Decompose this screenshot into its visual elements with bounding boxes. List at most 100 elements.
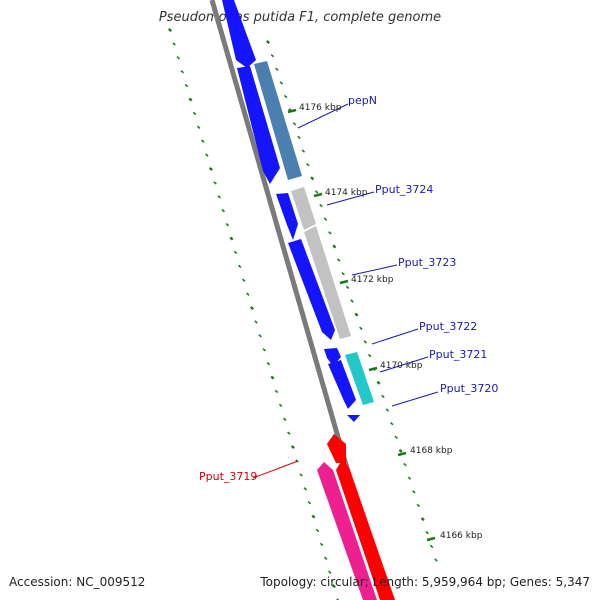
tick-dot — [350, 299, 354, 303]
gene-pput-3724[interactable] — [291, 187, 316, 230]
tick-mark — [313, 192, 323, 198]
leader-line-pput-3721 — [379, 356, 429, 373]
gene-label-pput-3721[interactable]: Pput_3721 — [429, 348, 487, 361]
tick-dot — [328, 570, 332, 574]
tick-dot — [394, 435, 398, 440]
genome-summary-label: Topology: circular; Length: 5,959,964 bp… — [260, 575, 590, 589]
gene-label-pput-3719[interactable]: Pput_3719 — [199, 470, 257, 483]
reverse-strand-cds — [327, 434, 395, 600]
tick-dot — [287, 431, 291, 435]
tick-mark — [287, 108, 297, 114]
gene-label-pput-3722[interactable]: Pput_3722 — [419, 320, 477, 333]
tick-dot — [412, 490, 416, 494]
tick-dot — [180, 70, 185, 74]
tick-dot — [229, 236, 234, 241]
tick-dot — [188, 97, 193, 102]
tick-mark — [426, 536, 436, 542]
tick-dot — [297, 135, 301, 140]
tick-dot — [425, 531, 429, 535]
tick-dot — [345, 285, 350, 290]
accession-label: Accession: NC_009512 — [9, 575, 146, 589]
leader-line-pput-3723 — [351, 264, 398, 276]
tick-dot — [385, 408, 390, 412]
tick-label: 4172 kbp — [351, 275, 394, 285]
tick-mark — [368, 366, 378, 372]
tick-dot — [262, 348, 266, 352]
tick-dot — [279, 81, 284, 85]
gene-label-leaders — [252, 103, 439, 479]
tick-dot — [290, 445, 295, 450]
gene-label-pput-3720[interactable]: Pput_3720 — [440, 382, 498, 395]
tick-dot — [270, 375, 275, 380]
tick-dot — [192, 111, 197, 116]
tick-dot — [332, 244, 337, 249]
gene-label-pput-3724[interactable]: Pput_3724 — [375, 183, 433, 196]
tick-label: 4166 kbp — [440, 531, 483, 541]
tick-dot — [359, 326, 363, 330]
tick-dot — [242, 278, 246, 282]
tick-dot — [311, 514, 316, 519]
tick-dot — [213, 181, 217, 185]
tick-dot — [221, 209, 226, 213]
cds-arrow[interactable] — [328, 360, 356, 409]
tick-dot — [237, 264, 242, 269]
tick-dot — [258, 334, 262, 338]
tick-mark — [339, 279, 349, 285]
tick-dot — [331, 584, 336, 589]
tick-dot — [278, 403, 283, 408]
tick-dot — [176, 56, 180, 60]
tick-dot — [323, 217, 328, 221]
tick-dot — [184, 83, 189, 88]
gene-label-pepN[interactable]: pepN — [348, 94, 377, 107]
gene-pepN[interactable] — [254, 61, 302, 180]
tick-dot — [233, 250, 238, 255]
leader-line-pput-3724 — [326, 191, 375, 206]
tick-dot — [434, 558, 438, 562]
tick-dot — [217, 195, 221, 199]
tick-dot — [354, 312, 359, 317]
tick-dot — [310, 176, 315, 181]
tick-dot — [292, 122, 297, 126]
tick-dot — [167, 28, 173, 32]
tick-dot — [205, 153, 209, 157]
cds-arrow[interactable] — [336, 458, 395, 600]
gene-pput-3723[interactable] — [304, 226, 351, 339]
tick-dot — [381, 394, 385, 399]
tick-mark — [397, 451, 407, 457]
cds-arrow[interactable] — [288, 239, 335, 340]
cds-arrow[interactable] — [327, 434, 346, 463]
gene-label-pput-3723[interactable]: Pput_3723 — [398, 256, 456, 269]
cds-arrow[interactable] — [222, 0, 256, 68]
tick-label: 4170 kbp — [380, 361, 423, 371]
tick-dot — [246, 292, 250, 296]
tick-dot — [367, 353, 372, 358]
gene-pput-3721[interactable] — [345, 352, 374, 405]
tick-dot — [336, 258, 341, 262]
tick-dot — [420, 517, 425, 522]
tick-dot — [319, 542, 324, 547]
tick-dot — [306, 162, 310, 167]
tick-label: 4176 kbp — [299, 103, 342, 113]
forward-strand-cds — [222, 0, 360, 422]
tick-dot — [275, 67, 279, 71]
inner-tick-dots — [167, 28, 340, 600]
cds-arrow[interactable] — [237, 66, 280, 184]
tick-dot — [363, 340, 368, 344]
tick-dot — [225, 222, 230, 227]
tick-dot — [307, 500, 312, 505]
tick-dot — [249, 306, 254, 311]
tick-dot — [172, 42, 176, 46]
tick-dot — [266, 361, 271, 366]
tick-dot — [196, 125, 201, 130]
cds-arrow[interactable] — [347, 415, 360, 422]
gene-pput-3719[interactable] — [317, 462, 377, 600]
gene-labels: pepN Pput_3724 Pput_3723 Pput_3722 Pput_… — [199, 94, 498, 483]
cds-arrow[interactable] — [276, 193, 298, 240]
tick-dot — [319, 203, 323, 208]
kbp-tick-labels: 4176 kbp 4174 kbp 4172 kbp 4170 kbp 4168… — [287, 103, 483, 542]
tick-dot — [336, 598, 340, 600]
tick-dot — [270, 53, 275, 58]
tick-dot — [303, 487, 307, 491]
